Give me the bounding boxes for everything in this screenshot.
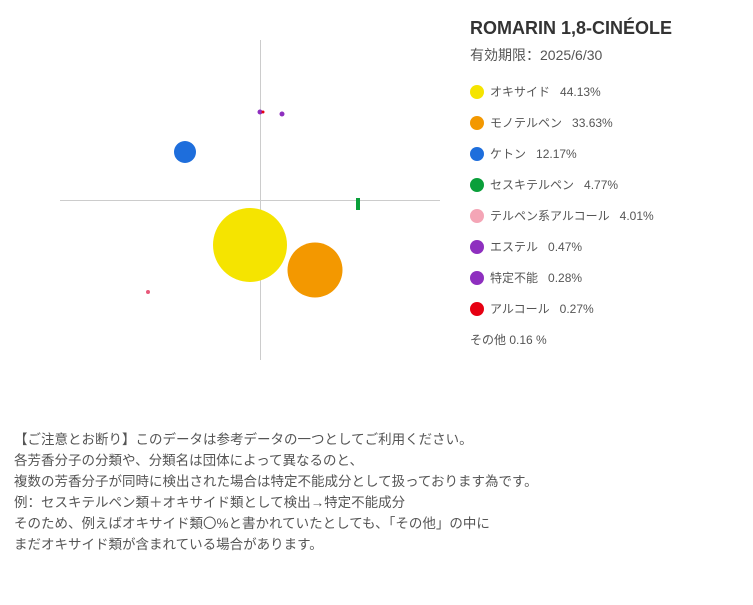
- legend-label: テルペン系アルコール: [490, 207, 610, 224]
- note-line: 例：セスキテルペン類＋オキサイド類として検出→特定不能成分: [14, 493, 739, 514]
- note-line: まだオキサイド類が含まれている場合があります。: [14, 535, 739, 556]
- legend-label: エステル: [490, 238, 538, 255]
- legend-value: 44.13%: [560, 85, 601, 99]
- bubble-terp-alc: [146, 290, 150, 294]
- note-line: 【ご注意とお断り】このデータは参考データの一つとしてご利用ください。: [14, 430, 739, 451]
- info-panel: ROMARIN 1,8-CINÉOLE 有効期限：2025/6/30 オキサイド…: [460, 0, 753, 400]
- legend: オキサイド 44.13% モノテルペン 33.63% ケトン 12.17% セスキテルペン 4…: [470, 83, 743, 348]
- legend-label: モノテルペン: [490, 114, 562, 131]
- expiry-date: 有効期限：2025/6/30: [470, 45, 743, 65]
- legend-item: オキサイド 44.13%: [470, 83, 743, 100]
- bubble-chart: [0, 0, 460, 400]
- product-title: ROMARIN 1,8-CINÉOLE: [470, 18, 743, 39]
- legend-item: エステル 0.47%: [470, 238, 743, 255]
- legend-swatch-icon: [470, 147, 484, 161]
- legend-item: 特定不能 0.28%: [470, 269, 743, 286]
- legend-label: オキサイド: [490, 83, 550, 100]
- legend-value: 12.17%: [536, 147, 577, 161]
- legend-item: テルペン系アルコール 4.01%: [470, 207, 743, 224]
- legend-swatch-icon: [470, 271, 484, 285]
- top-row: ROMARIN 1,8-CINÉOLE 有効期限：2025/6/30 オキサイド…: [0, 0, 753, 400]
- legend-other: その他 0.16 %: [470, 331, 743, 348]
- legend-swatch-icon: [470, 85, 484, 99]
- legend-swatch-icon: [470, 302, 484, 316]
- legend-swatch-icon: [470, 209, 484, 223]
- note-line: そのため、例えばオキサイド類〇%と書かれていたとしても、「その他」の中に: [14, 514, 739, 535]
- legend-item: モノテルペン 33.63%: [470, 114, 743, 131]
- legend-value: 0.27%: [560, 302, 594, 316]
- legend-value: 4.77%: [584, 178, 618, 192]
- legend-other-label: その他 0.16 %: [470, 331, 547, 348]
- legend-swatch-icon: [470, 178, 484, 192]
- bubble-ester: [280, 112, 285, 117]
- legend-item: アルコール 0.27%: [470, 300, 743, 317]
- legend-swatch-icon: [470, 116, 484, 130]
- legend-label: ケトン: [490, 145, 526, 162]
- bubble-ketone: [174, 141, 196, 163]
- legend-label: セスキテルペン: [490, 176, 574, 193]
- page-root: ROMARIN 1,8-CINÉOLE 有効期限：2025/6/30 オキサイド…: [0, 0, 753, 566]
- bubble-oxide: [213, 208, 287, 282]
- legend-label: 特定不能: [490, 269, 538, 286]
- legend-value: 0.28%: [548, 271, 582, 285]
- bubble-alcohol: [262, 111, 265, 114]
- legend-value: 0.47%: [548, 240, 582, 254]
- legend-value: 4.01%: [620, 209, 654, 223]
- bubble-sesqui: [356, 198, 360, 210]
- note-line: 複数の芳香分子が同時に検出された場合は特定不能成分として扱っております為です。: [14, 472, 739, 493]
- legend-label: アルコール: [490, 300, 550, 317]
- legend-value: 33.63%: [572, 116, 613, 130]
- legend-swatch-icon: [470, 240, 484, 254]
- bubble-monoterpene: [288, 243, 343, 298]
- note-line: 各芳香分子の分類や、分類名は団体によって異なるのと、: [14, 451, 739, 472]
- notes-block: 【ご注意とお断り】このデータは参考データの一つとしてご利用ください。各芳香分子の…: [0, 400, 753, 566]
- axis-horizontal: [60, 200, 440, 201]
- legend-item: セスキテルペン 4.77%: [470, 176, 743, 193]
- legend-item: ケトン 12.17%: [470, 145, 743, 162]
